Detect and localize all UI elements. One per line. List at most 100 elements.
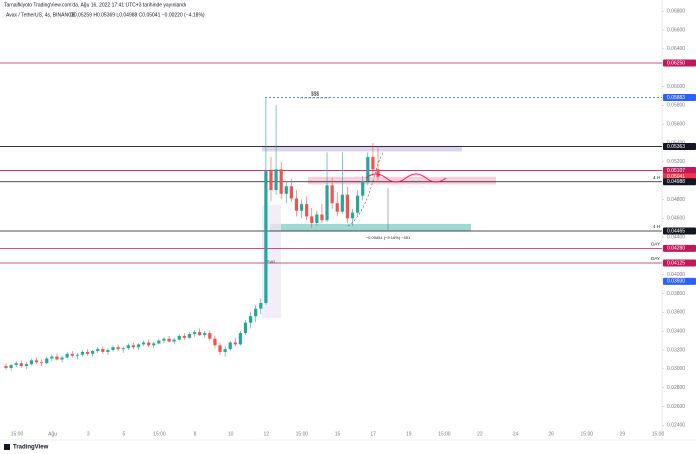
y-tick-label: 0.06800 — [667, 9, 685, 15]
candle-body — [289, 186, 293, 199]
candle-body — [254, 308, 258, 317]
candle-body — [249, 316, 253, 323]
candle-body — [34, 360, 39, 363]
candle-body — [162, 338, 166, 341]
candle-body — [40, 362, 44, 364]
x-tick-label: 24 — [513, 431, 519, 437]
level-label-bg — [663, 259, 696, 267]
candle-body — [228, 342, 232, 350]
zone-label: FVG — [267, 259, 275, 264]
candle-body — [208, 333, 212, 339]
level-label-bg — [663, 244, 696, 252]
symbol: Avax / TetherUS, 4s, BINANCE — [6, 12, 76, 18]
candle-body — [70, 353, 74, 356]
level-label-bg — [663, 167, 696, 175]
y-tick-label: 0.05200 — [667, 159, 685, 165]
candle-body — [284, 186, 288, 194]
x-tick-label: 15:00 — [581, 431, 594, 437]
candle-body — [325, 185, 329, 221]
candle-body — [4, 366, 8, 368]
y-tick-label: 0.02800 — [667, 385, 685, 391]
candle-body — [223, 349, 227, 352]
candle-body — [187, 334, 192, 338]
candle-body — [371, 157, 375, 170]
candle-body — [330, 185, 334, 204]
y-tick-label: 0.05800 — [667, 103, 685, 109]
level-label: 0.04125 — [667, 260, 685, 266]
y-tick-label: 0.05600 — [667, 121, 685, 127]
level-label: 0.04988 — [667, 179, 685, 185]
measure-label: −0.00451 (−9.16%) −451 — [366, 235, 411, 240]
level-label-bg — [663, 277, 696, 285]
level-tag: DAY — [651, 256, 660, 261]
candle-body — [126, 345, 130, 349]
x-tick-label: 15:00 — [153, 431, 166, 437]
candle-body — [55, 356, 59, 360]
candle-body — [299, 204, 304, 211]
y-tick-label: 0.04000 — [667, 272, 685, 278]
x-tick-label: 17 — [370, 431, 376, 437]
y-tick-label: 0.06000 — [667, 84, 685, 90]
drawn-arrow — [347, 152, 384, 227]
publish-info: Tarnaifkiyoto TradingView.com'da, Ağu 16… — [4, 2, 186, 8]
candle-body — [29, 360, 34, 365]
candle-body — [106, 350, 110, 352]
level-label-bg — [663, 142, 696, 150]
level-label: 0.03930 — [667, 279, 685, 285]
y-tick-label: 0.06400 — [667, 46, 685, 52]
candle-body — [111, 347, 115, 351]
candle-body — [340, 194, 344, 212]
ohlc: O0.05259 H0.05369 L0.04988 C0.05041 −0.0… — [70, 12, 205, 18]
logo-icon — [4, 444, 10, 450]
level-label: 0.05107 — [667, 168, 685, 174]
zone — [262, 145, 462, 152]
liquidity-label: $$$ — [311, 91, 320, 97]
candle-body — [91, 350, 95, 354]
candle-body — [14, 363, 18, 366]
level-label-bg — [663, 227, 696, 235]
candle-body — [243, 322, 248, 334]
x-tick-label: 15:00 — [11, 431, 24, 437]
candle-body — [172, 339, 176, 342]
level-label: 0.05883 — [667, 95, 685, 101]
logo: TradingView — [13, 445, 49, 451]
y-tick-label: 0.04400 — [667, 234, 685, 240]
candle-body — [345, 194, 350, 219]
candle-body — [198, 332, 202, 335]
y-tick-label: 0.02400 — [667, 423, 685, 429]
x-tick-label: 26 — [548, 431, 554, 437]
x-tick-label: 3 — [87, 431, 90, 437]
level-label: 0.05041 — [667, 174, 685, 180]
candle-body — [315, 214, 319, 223]
y-tick-label: 0.02600 — [667, 404, 685, 410]
level-label: 0.04280 — [667, 246, 685, 252]
y-tick-label: 0.03600 — [667, 310, 685, 316]
candle-body — [305, 204, 309, 217]
candle-body — [80, 351, 85, 355]
candle-body — [376, 169, 380, 177]
candle-body — [274, 169, 278, 191]
candle-body — [269, 171, 273, 191]
y-tick-label: 0.03400 — [667, 329, 685, 335]
candle-body — [131, 345, 135, 348]
candle-body — [9, 365, 13, 368]
candle-body — [361, 181, 365, 196]
y-tick-label: 0.03000 — [667, 366, 685, 372]
candle-body — [356, 195, 360, 213]
x-tick-label: 5 — [122, 431, 125, 437]
y-tick-label: 0.03800 — [667, 291, 685, 297]
candle-body — [136, 344, 141, 348]
y-tick-label: 0.04600 — [667, 216, 685, 222]
candle-body — [157, 340, 161, 344]
level-label-bg — [663, 178, 696, 186]
candle-body — [65, 353, 69, 358]
candle-body — [259, 302, 263, 309]
x-tick-label: 10 — [228, 431, 234, 437]
candle-body — [218, 345, 222, 352]
level-label: 0.05363 — [667, 144, 685, 150]
y-tick-label: 0.03200 — [667, 347, 685, 353]
candle-body — [177, 335, 181, 340]
candle-body — [213, 338, 217, 346]
drawn-wave — [365, 173, 447, 183]
candle-body — [310, 216, 314, 223]
